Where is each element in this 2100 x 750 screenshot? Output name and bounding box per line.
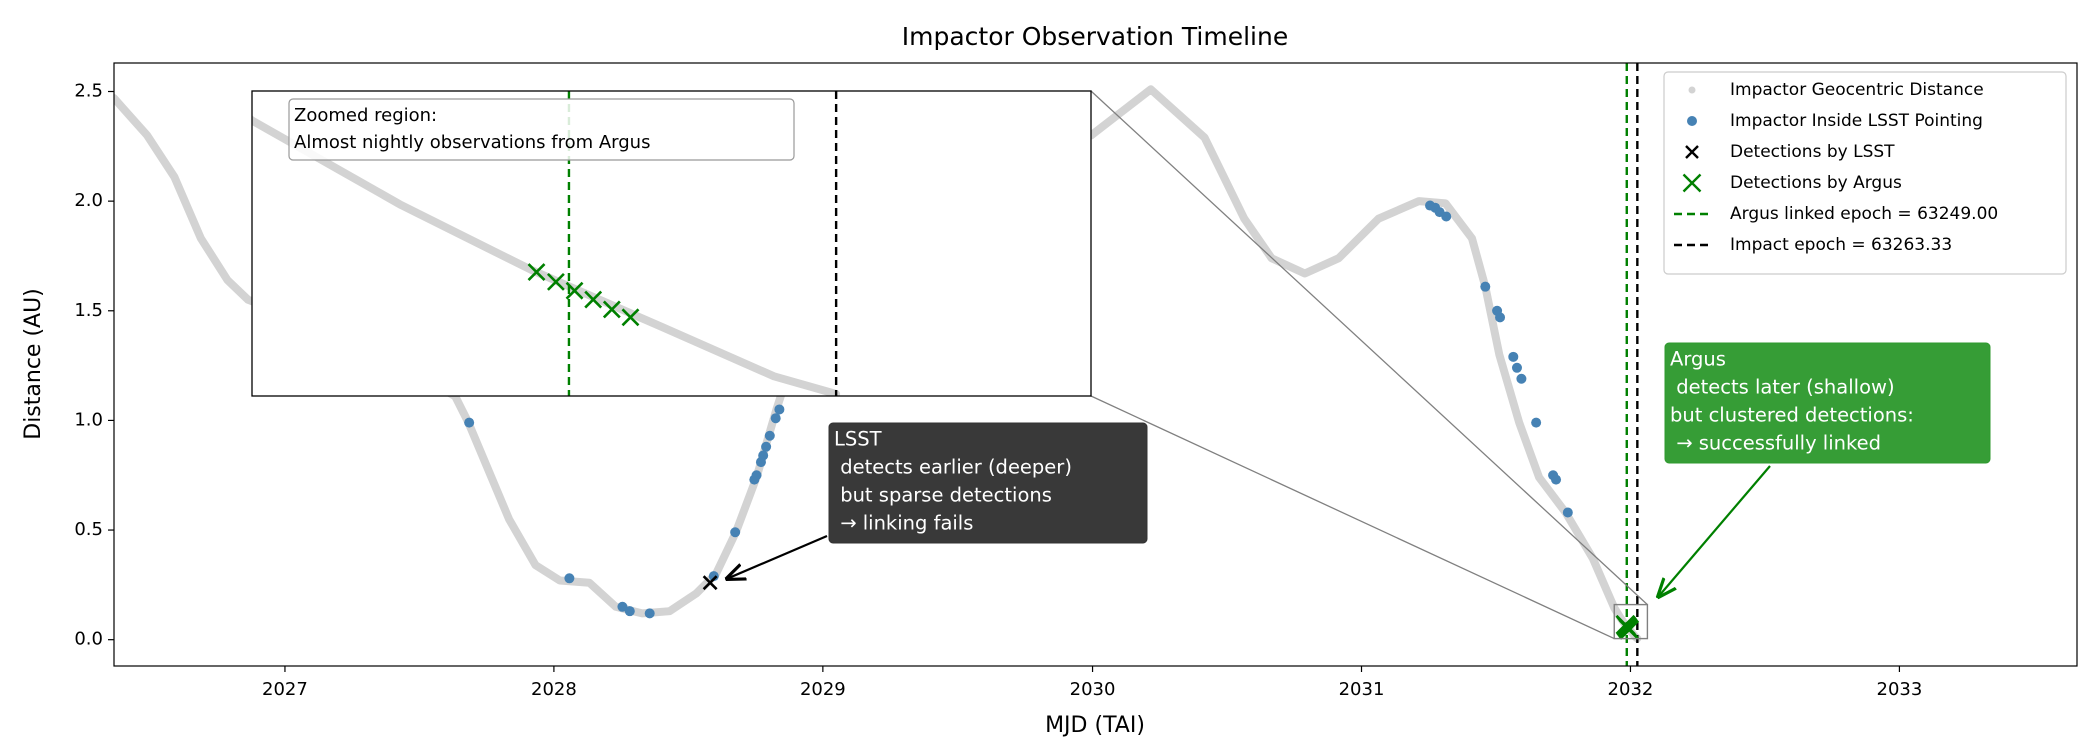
legend-box	[1663, 71, 2067, 275]
pointing-dot	[1480, 281, 1491, 292]
x-marker	[621, 308, 640, 327]
annotation-text: detects earlier (deeper)	[834, 456, 1072, 479]
pointing-dot	[624, 606, 635, 617]
legend-marker	[1685, 145, 1699, 159]
pointing-dot	[770, 413, 781, 424]
inset-note-box	[288, 98, 795, 161]
pointing-dot	[1508, 351, 1519, 362]
annotation-text: Argus	[1670, 348, 1726, 371]
y-axis-label: Distance (AU)	[21, 288, 46, 440]
x-marker	[584, 290, 603, 309]
legend-marker	[1688, 86, 1696, 94]
inset-frame	[251, 90, 1092, 397]
pointing-dot	[1441, 211, 1452, 222]
annotation-text: → successfully linked	[1670, 432, 1881, 455]
y-tick-label: 2.5	[74, 81, 103, 102]
x-marker	[1619, 619, 1640, 640]
pointing-dot	[1531, 417, 1542, 428]
annotation-arrow	[727, 534, 828, 579]
pointing-dot	[464, 417, 475, 428]
x-tick-label: 2031	[1339, 679, 1385, 700]
y-tick-label: 1.5	[74, 300, 103, 321]
legend-label: Detections by LSST	[1730, 142, 1895, 162]
pointing-dot	[1551, 474, 1562, 485]
zoom-rect	[1613, 603, 1649, 640]
legend-label: Impactor Inside LSST Pointing	[1730, 111, 1983, 131]
legend-label: Detections by Argus	[1730, 173, 1902, 193]
x-marker	[527, 263, 546, 281]
pointing-dot	[708, 571, 719, 582]
legend-label: Argus linked epoch = 63249.00	[1730, 204, 1998, 224]
annotation-text: → linking fails	[834, 512, 973, 535]
annotation-text: but clustered detections:	[1670, 404, 1914, 427]
pointing-dot	[644, 608, 655, 619]
pointing-dot	[1516, 373, 1527, 384]
x-axis-label: MJD (TAI)	[1045, 713, 1145, 738]
pointing-dot	[730, 527, 741, 538]
annotation-text: LSST	[834, 428, 882, 451]
annotation-box	[1664, 342, 1991, 464]
pointing-dot	[774, 404, 785, 415]
legend-marker	[1687, 116, 1697, 126]
pointing-dot	[1495, 312, 1506, 323]
pointing-dot	[751, 470, 762, 481]
zoom-connector	[1090, 395, 1615, 640]
inset-note: Almost nightly observations from Argus	[294, 132, 650, 153]
pointing-dot	[617, 601, 628, 612]
y-tick-label: 0.5	[74, 519, 103, 540]
pointing-dot	[761, 441, 772, 452]
legend-label: Impactor Geocentric Distance	[1730, 80, 1984, 100]
x-marker	[602, 300, 621, 319]
legend-label: Impact epoch = 63263.33	[1730, 235, 1952, 255]
legend-marker	[1682, 173, 1702, 193]
annotation-box	[828, 422, 1148, 544]
x-tick-label: 2028	[531, 679, 577, 700]
x-tick-label: 2027	[262, 679, 308, 700]
annotation-text: but sparse detections	[834, 484, 1052, 507]
x-marker	[546, 272, 565, 291]
pointing-dot	[758, 450, 769, 461]
chart-title: Impactor Observation Timeline	[902, 22, 1288, 51]
inset-plot	[252, 91, 841, 396]
x-marker	[702, 575, 718, 591]
x-marker	[565, 281, 584, 300]
x-tick-label: 2033	[1877, 679, 1923, 700]
y-tick-label: 0.0	[74, 629, 103, 650]
zoom-connector	[1090, 90, 1648, 606]
pointing-dot	[764, 430, 775, 441]
x-tick-label: 2029	[800, 679, 846, 700]
annotation-arrow	[1658, 465, 1771, 597]
y-tick-label: 2.0	[74, 190, 103, 211]
annotation-text: detects later (shallow)	[1670, 376, 1895, 399]
pointing-dot	[564, 573, 575, 584]
pointing-dot	[1562, 507, 1573, 518]
pointing-dot	[1511, 362, 1522, 373]
overlay: Zoomed region: Almost nightly observation…	[113, 62, 2078, 667]
x-tick-label: 2030	[1070, 679, 1116, 700]
y-tick-label: 1.0	[74, 409, 103, 430]
plot-frame	[113, 62, 2078, 667]
x-tick-label: 2032	[1608, 679, 1654, 700]
inset-note: Zoomed region:	[294, 105, 437, 126]
